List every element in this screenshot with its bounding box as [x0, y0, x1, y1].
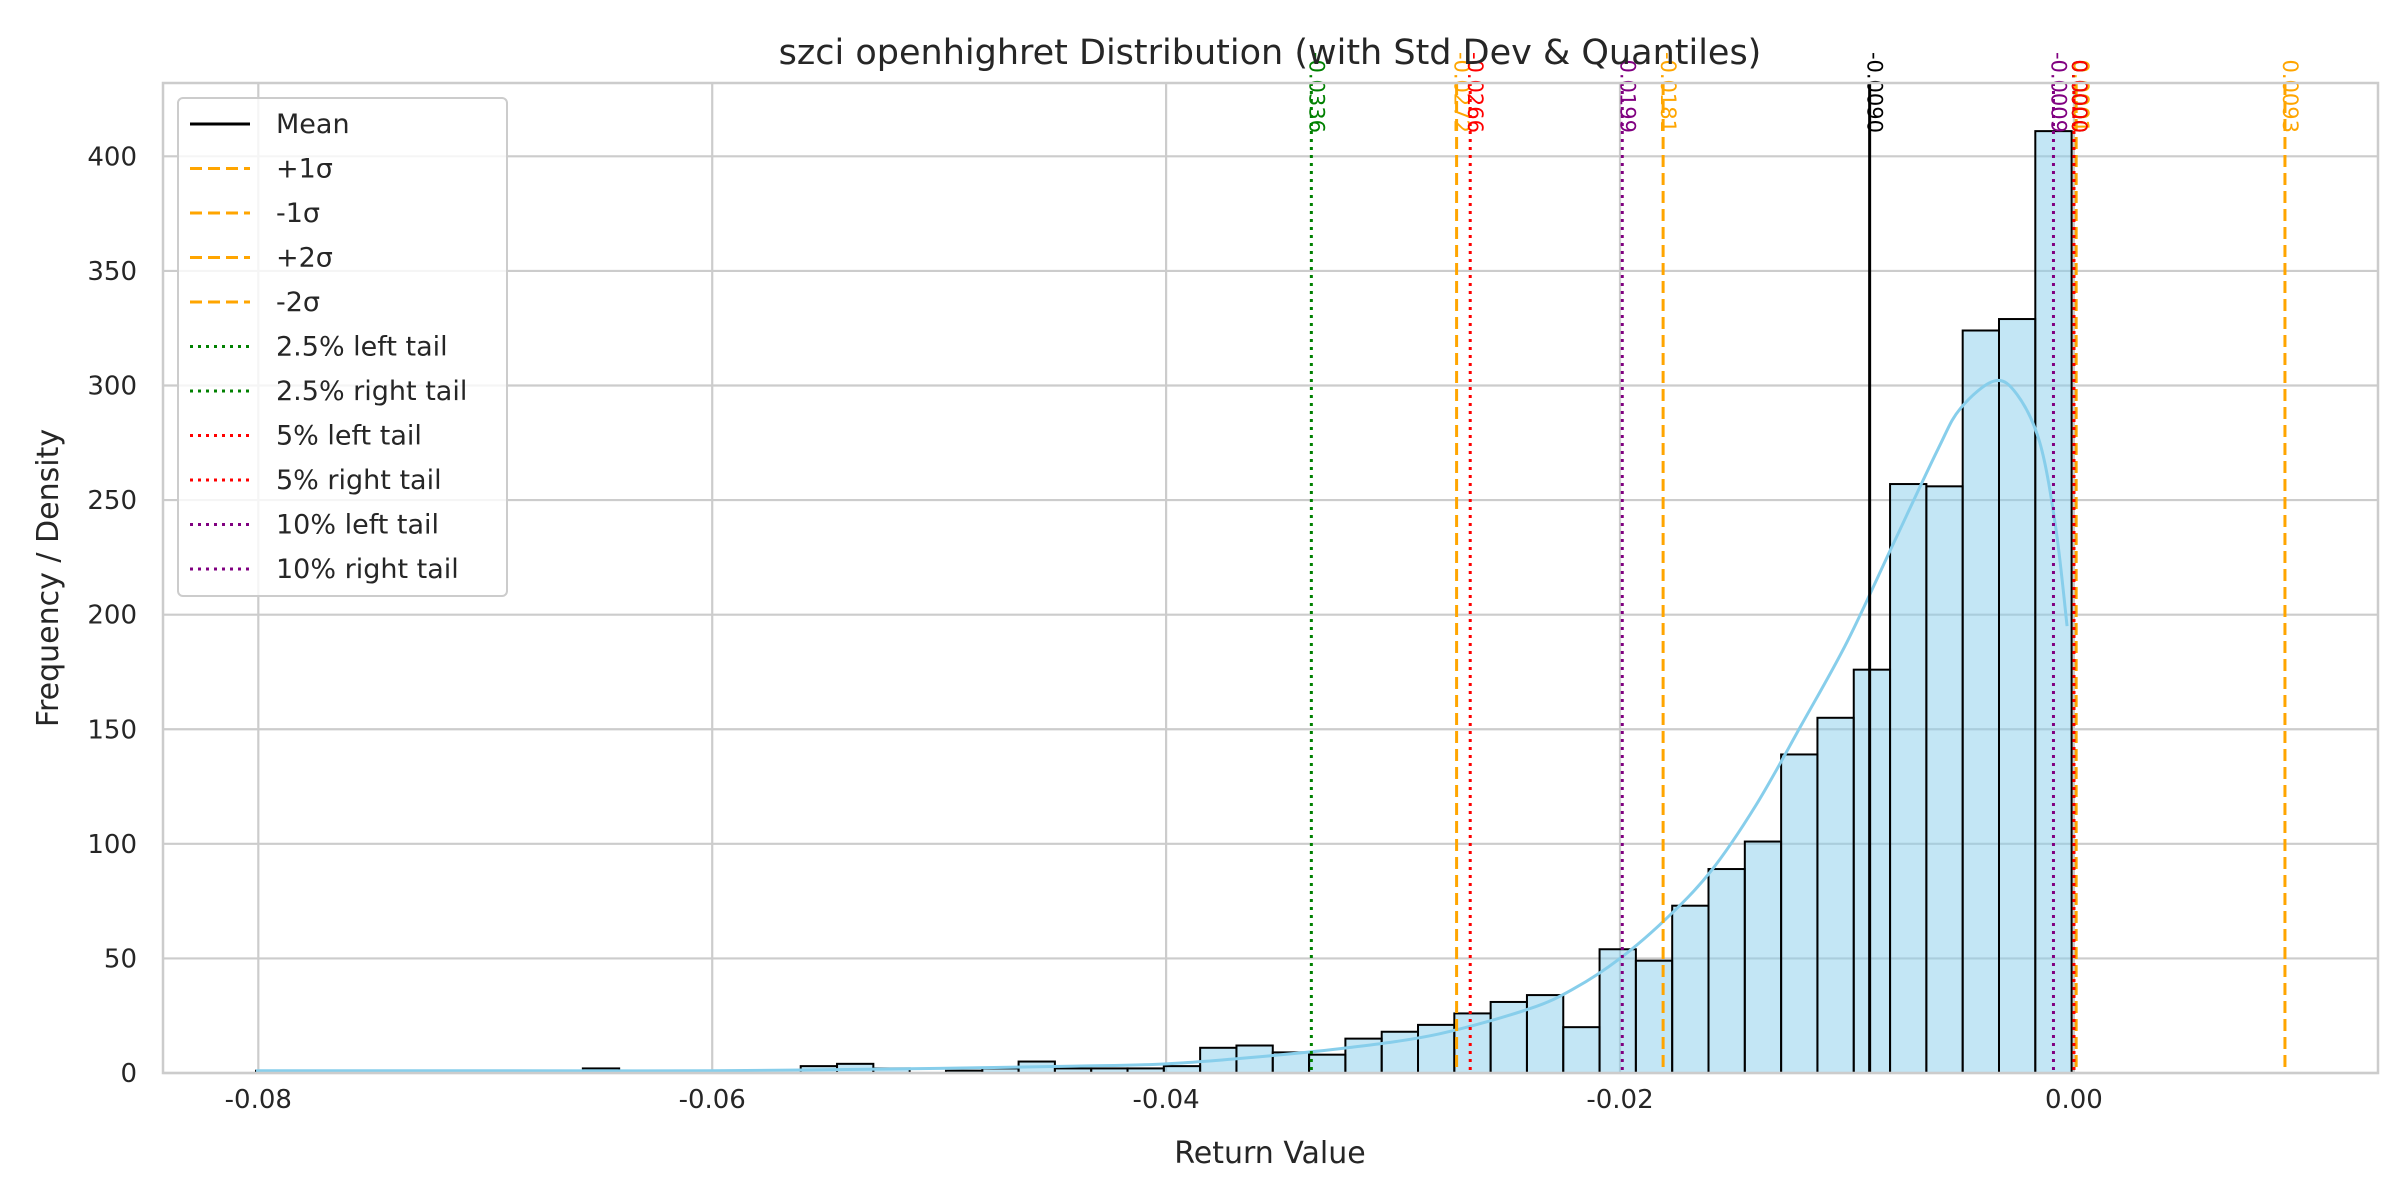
- histogram-bar: [1997, 318, 2037, 1074]
- y-tick-label: 350: [87, 257, 137, 287]
- ref-line-value-label: -0.0199: [1615, 52, 1639, 133]
- histogram-bar: [1489, 1000, 1528, 1074]
- histogram-bar: [1816, 716, 1855, 1075]
- legend: Mean +1σ -1σ +2σ -2σ 2.5% left tail 2.5% right…: [177, 97, 508, 597]
- x-tick-label: -0.04: [1132, 1085, 1199, 1115]
- histogram-bar: [1889, 483, 1928, 1074]
- histogram-bar: [1961, 329, 2000, 1074]
- y-tick-label: 300: [87, 372, 137, 402]
- ref-line-value-label: -0.0090: [1863, 52, 1887, 133]
- legend-label: 10% right tail: [276, 554, 459, 585]
- legend-label: 5% left tail: [276, 421, 422, 452]
- legend-label: -2σ: [276, 287, 320, 318]
- y-tick-label: 200: [87, 601, 137, 631]
- ref-line-value-label: 0.0093: [2278, 60, 2302, 133]
- legend-label: +2σ: [276, 243, 333, 274]
- chart-title: szci openhighret Distribution (with Std …: [779, 33, 1762, 73]
- histogram-bar: [1634, 959, 1674, 1074]
- y-tick-label: 100: [87, 830, 137, 860]
- ref-line-value-label: 0.0001: [2069, 60, 2093, 133]
- legend-label: -1σ: [276, 198, 320, 229]
- legend-label: 5% right tail: [276, 465, 442, 496]
- ref-line-value-label: -0.0336: [1304, 52, 1328, 133]
- reference-lines: -0.0090-0.0181 0.0001-0.0272 0.0093-0.0336…: [1304, 52, 2302, 1073]
- x-axis-label: Return Value: [1174, 1136, 1365, 1171]
- histogram-bar: [1852, 668, 1892, 1075]
- plot-frame: [161, 81, 2380, 1075]
- x-axis-ticks: -0.08 -0.06 -0.04 -0.02 0.00: [225, 1085, 2103, 1115]
- y-tick-label: 50: [104, 944, 137, 974]
- histogram-bar: [1671, 904, 1710, 1074]
- ref-line-value-label: 0.0000: [2067, 60, 2091, 133]
- ref-line-value-label: -0.0009: [2046, 52, 2070, 133]
- x-tick-label: -0.02: [1586, 1085, 1653, 1115]
- histogram-bar: [1562, 1026, 1601, 1074]
- y-tick-label: 250: [87, 486, 137, 516]
- y-tick-label: 0: [120, 1059, 137, 1089]
- histogram-bar: [1308, 1053, 1347, 1074]
- x-tick-label: 0.00: [2045, 1085, 2103, 1115]
- y-tick-label: 150: [87, 715, 137, 745]
- ref-line-value-label: 0.0000: [2067, 60, 2091, 133]
- histogram-bar: [1743, 840, 1783, 1075]
- y-axis-ticks: 0 50 100 150 200 250 300 350 400: [87, 142, 137, 1089]
- x-tick-label: -0.06: [679, 1085, 746, 1115]
- ref-line-value-label: -0.0266: [1463, 52, 1487, 133]
- legend-frame: [177, 97, 508, 597]
- y-axis-label: Frequency / Density: [31, 429, 66, 727]
- legend-label: 10% left tail: [276, 510, 439, 541]
- histogram-bar: [1780, 753, 1819, 1074]
- legend-label: 2.5% left tail: [276, 332, 448, 363]
- legend-label: +1σ: [276, 154, 333, 185]
- legend-label: 2.5% right tail: [276, 376, 467, 407]
- kde-curve-group: [256, 378, 2069, 1073]
- histogram-bar: [1925, 485, 1964, 1075]
- ref-line-value-label: -0.0181: [1656, 52, 1680, 133]
- kde-curve: [256, 378, 2069, 1073]
- histogram-bar: [1707, 868, 1746, 1075]
- legend-label: Mean: [276, 109, 350, 140]
- x-tick-label: -0.08: [225, 1085, 292, 1115]
- y-tick-label: 400: [87, 142, 137, 172]
